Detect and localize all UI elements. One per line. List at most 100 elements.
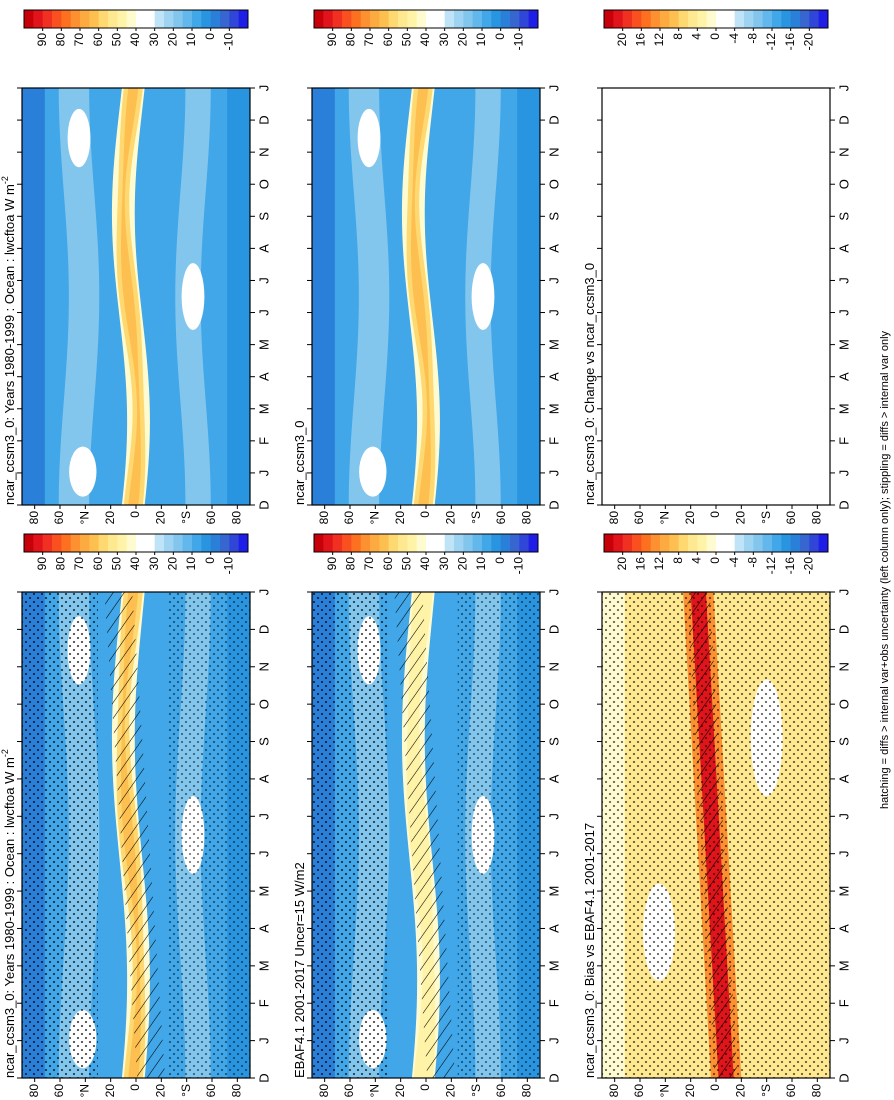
colorbar-cell	[697, 534, 708, 552]
lat-label: 60	[52, 511, 66, 525]
panel: ncar_ccsm3_0: Years 1980-1999 : Ocean : …	[0, 533, 271, 1098]
panel: ncar_ccsm3_0: Bias vs EBAF4.1 2001-2017 D…	[582, 533, 851, 1097]
colorbar-cell	[463, 10, 474, 28]
month-label: S	[546, 737, 561, 746]
colorbar-label: -10	[512, 33, 526, 51]
colorbar-cell	[772, 10, 782, 28]
colorbar-cell	[706, 10, 717, 28]
blob	[357, 108, 381, 168]
colorbar-cell	[173, 534, 184, 552]
itcz-core	[410, 88, 431, 505]
month-label: S	[546, 212, 561, 221]
month-label: J	[256, 470, 271, 477]
colorbar-cell	[108, 534, 118, 552]
field	[22, 88, 250, 505]
panel-title: ncar_ccsm3_0: Years 1980-1999 : Ocean : …	[0, 176, 17, 505]
colorbar-cell	[697, 10, 708, 28]
colorbar-cell	[678, 10, 689, 28]
month-label: J	[256, 813, 271, 820]
month-label: F	[836, 437, 851, 445]
title-text: EBAF4.1 2001-2017 Uncer=15 W/m2	[292, 862, 307, 1078]
colorbar-label: 0	[493, 33, 507, 40]
colorbar-label: 40	[418, 557, 432, 571]
colorbar-label: 80	[54, 33, 68, 47]
colorbar-cell	[660, 10, 670, 28]
colorbar-cell	[70, 10, 81, 28]
colorbar-cell	[716, 534, 726, 552]
colorbar-label: -16	[783, 33, 797, 51]
title-text: ncar_ccsm3_0: Change vs ncar_ccsm3_0	[582, 263, 597, 505]
lat-label: 60	[632, 511, 646, 525]
colorbar-cell	[762, 10, 773, 28]
colorbar-cell	[33, 534, 44, 552]
itcz-core	[120, 88, 141, 505]
colorbar-label: 40	[128, 557, 142, 571]
month-label: D	[836, 625, 851, 634]
month-label: D	[256, 500, 271, 509]
lat-label: °S	[759, 1084, 773, 1097]
colorbar-cell	[753, 534, 764, 552]
frame	[601, 87, 831, 506]
colorbar-label: 50	[110, 557, 124, 571]
colorbar-cell	[510, 534, 520, 552]
stippling	[312, 592, 388, 1078]
colorbar-label: 20	[166, 33, 180, 47]
month-label: M	[836, 886, 851, 897]
colorbar-cell	[632, 534, 642, 552]
colorbar-cell	[61, 534, 72, 552]
lat-label: 80	[520, 511, 534, 525]
colorbar-label: -10	[222, 33, 236, 51]
lat-label: 20	[444, 1084, 458, 1098]
colorbar-cell	[444, 534, 455, 552]
colorbar-cell	[351, 534, 362, 552]
colorbar-cell	[342, 10, 352, 28]
colorbar-label: -16	[783, 557, 797, 575]
lat-label: °N	[658, 511, 672, 524]
colorbar-label: 90	[35, 557, 49, 571]
field	[312, 592, 540, 1078]
month-label: M	[546, 339, 561, 350]
lat-label: 0	[128, 1084, 142, 1091]
panel-title: EBAF4.1 2001-2017 Uncer=15 W/m2	[292, 862, 307, 1078]
colorbar-cell	[323, 534, 334, 552]
field	[22, 592, 250, 1078]
panel-title: ncar_ccsm3_0	[292, 420, 307, 505]
colorbar-cell	[370, 10, 380, 28]
month-label: D	[256, 115, 271, 124]
colorbar-cell	[753, 10, 764, 28]
colorbar-label: 10	[474, 33, 488, 47]
colorbar-cell	[641, 534, 652, 552]
month-label: M	[256, 886, 271, 897]
colorbar-cell	[650, 534, 661, 552]
colorbar-cell	[519, 10, 530, 28]
colorbar-cell	[379, 10, 390, 28]
colorbar-cell	[744, 10, 754, 28]
colorbar-cell	[818, 10, 829, 28]
colorbar-cell	[145, 10, 156, 28]
colorbar-label: 90	[325, 33, 339, 47]
month-label: D	[836, 500, 851, 509]
month-label: O	[836, 179, 851, 189]
month-label: D	[836, 115, 851, 124]
month-label: A	[546, 244, 561, 253]
month-label: M	[836, 960, 851, 971]
panel-title: ncar_ccsm3_0: Bias vs EBAF4.1 2001-2017	[582, 823, 597, 1078]
colorbar-cell	[98, 534, 109, 552]
month-label: O	[256, 699, 271, 709]
colorbar-label: 20	[615, 557, 629, 571]
lat-label: 0	[708, 1084, 722, 1091]
colorbar-cell	[192, 534, 202, 552]
colorbar-cell	[314, 534, 324, 552]
colorbar-cell	[342, 534, 352, 552]
lat-label: 20	[103, 1084, 117, 1098]
month-label: J	[546, 850, 561, 857]
month-label: A	[836, 244, 851, 253]
month-label: A	[836, 372, 851, 381]
colorbar-cell	[716, 10, 726, 28]
month-label: D	[546, 115, 561, 124]
colorbar-cell	[136, 10, 146, 28]
month-label: O	[546, 179, 561, 189]
colorbar-cell	[528, 10, 539, 28]
month-label: F	[256, 999, 271, 1007]
month-label: A	[256, 244, 271, 253]
